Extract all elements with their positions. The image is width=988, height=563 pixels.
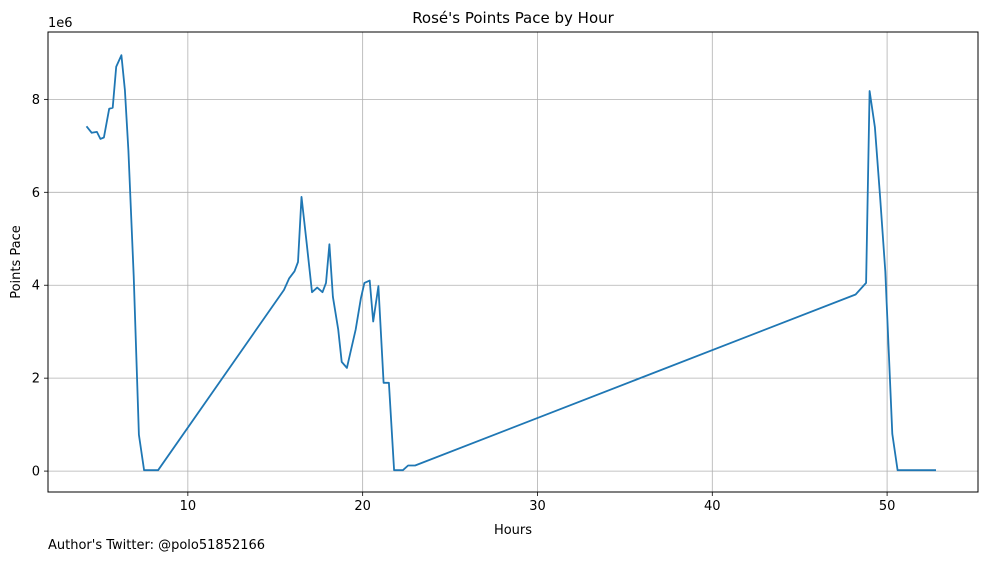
x-tick-label: 20 (354, 499, 371, 514)
y-ticks: 0 2 4 6 8 (32, 93, 48, 480)
series-lines (85, 54, 936, 472)
y-tick-label: 8 (32, 93, 40, 108)
x-tick-label: 50 (879, 499, 896, 514)
author-credit: Author's Twitter: @polo51852166 (48, 538, 266, 553)
y-tick-label: 2 (32, 372, 40, 387)
x-ticks: 10 20 30 40 50 (180, 492, 896, 514)
chart-title: Rosé's Points Pace by Hour (412, 9, 614, 27)
grid-lines (48, 32, 978, 492)
y-axis-label: Points Pace (9, 225, 24, 299)
points-pace-line (85, 54, 936, 472)
x-tick-label: 30 (529, 499, 546, 514)
y-scale-label: 1e6 (48, 16, 73, 31)
x-tick-label: 10 (180, 499, 197, 514)
y-tick-label: 4 (32, 279, 40, 294)
x-axis-label: Hours (494, 523, 532, 538)
x-tick-label: 40 (704, 499, 721, 514)
y-tick-label: 6 (32, 186, 40, 201)
plot-frame (47, 31, 979, 493)
y-tick-label: 0 (32, 465, 40, 480)
